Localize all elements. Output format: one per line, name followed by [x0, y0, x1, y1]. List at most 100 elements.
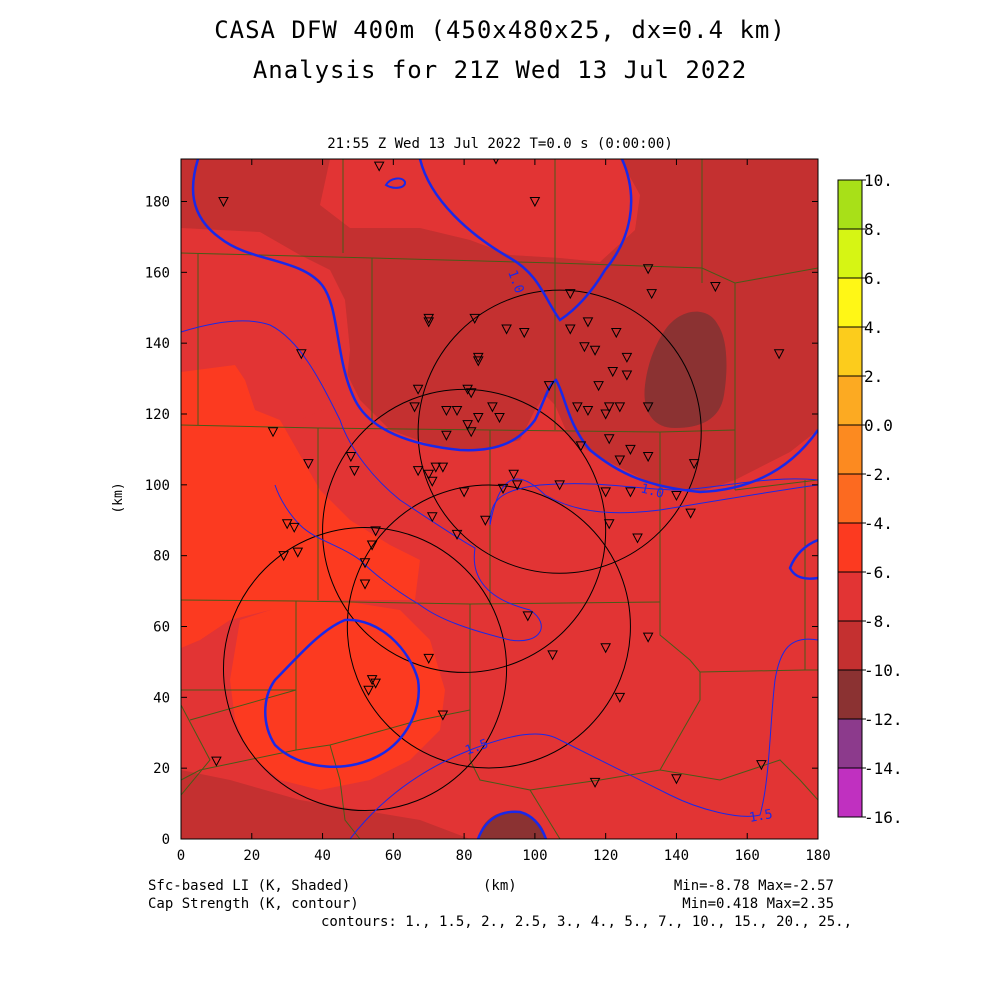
- colorbar-segment: [837, 473, 863, 524]
- footer-shading-label: Sfc-based LI (K, Shaded): [148, 878, 351, 894]
- station-marker: [458, 487, 470, 498]
- colorbar-label: 10.: [864, 171, 893, 190]
- x-axis: 0 20 40 60 80 100 120 140 160 180: [177, 159, 831, 864]
- station-marker: [465, 427, 477, 438]
- x-tick-label: 160: [735, 848, 760, 864]
- station-marker: [614, 402, 626, 413]
- y-tick-label: 0: [162, 832, 170, 848]
- colorbar-label: -14.: [864, 759, 903, 778]
- station-marker: [430, 462, 442, 473]
- contour-1p0-north-upper: [418, 159, 633, 322]
- y-tick-label: 160: [145, 265, 170, 281]
- colorbar-segment: [837, 228, 863, 279]
- station-marker: [589, 777, 601, 788]
- station-marker: [607, 367, 619, 378]
- contour-levels: contours: 1., 1.5, 2., 2.5, 3., 4., 5., …: [320, 914, 852, 930]
- colorbar-segment: [837, 277, 863, 328]
- x-tick-label: 120: [593, 848, 618, 864]
- colorbar-label: -16.: [864, 808, 903, 827]
- station-marker: [522, 611, 534, 622]
- station-marker: [625, 487, 636, 498]
- map-title: CASA DFW 400m (450x480x25, dx=0.4 km): [214, 16, 786, 44]
- station-marker: [564, 324, 576, 335]
- station-markers: [211, 159, 785, 788]
- y-tick-label: 20: [153, 761, 170, 777]
- station-marker: [472, 352, 484, 363]
- station-marker: [423, 469, 435, 480]
- li-shading-region-southwest: [230, 600, 445, 790]
- station-marker: [646, 289, 658, 300]
- station-marker: [494, 413, 505, 424]
- station-marker: [451, 405, 463, 417]
- x-tick-label: 40: [314, 848, 331, 864]
- plot-frame: [180, 158, 819, 840]
- station-marker: [281, 519, 293, 530]
- colorbar: 10. 8. 6. 4. 2. 0.0 -2. -4. -6. -8. -10. -12. -14. -1…: [837, 171, 903, 827]
- contour-1p5-main: [181, 320, 542, 642]
- colorbar-label: -12.: [864, 710, 903, 729]
- y-tick-label: 120: [145, 407, 170, 423]
- colorbar-label: 8.: [864, 220, 883, 239]
- station-marker: [451, 529, 463, 540]
- station-marker: [610, 328, 622, 339]
- x-tick-label: 140: [664, 848, 689, 864]
- contour-1p0-south: [476, 810, 548, 839]
- colorbar-segment: [837, 522, 863, 573]
- colorbar-segment: [837, 326, 863, 377]
- x-tick-label: 80: [456, 848, 473, 864]
- station-marker: [554, 480, 565, 491]
- y-tick-label: 60: [153, 620, 170, 636]
- li-shading-region-north-center: [320, 159, 640, 262]
- station-marker: [437, 462, 449, 473]
- station-marker: [501, 324, 512, 335]
- radar-range-circles: [222, 289, 702, 812]
- colorbar-segment: [837, 571, 863, 622]
- colorbar-segment: [837, 179, 863, 230]
- station-marker: [462, 384, 473, 395]
- station-marker: [412, 384, 424, 395]
- station-marker: [345, 452, 357, 463]
- radar-range-circle: [346, 484, 631, 769]
- li-shading-region-west: [181, 365, 420, 648]
- station-marker: [349, 466, 360, 477]
- station-marker: [547, 650, 558, 661]
- colorbar-label: 2.: [864, 367, 883, 386]
- station-marker: [543, 381, 555, 392]
- colorbar-label: -2.: [864, 465, 893, 484]
- colorbar-label: 6.: [864, 269, 883, 288]
- station-marker: [423, 653, 435, 664]
- station-marker: [423, 313, 435, 324]
- colorbar-segment: [837, 767, 863, 818]
- colorbar-segment: [837, 620, 863, 671]
- station-marker: [582, 317, 594, 328]
- y-tick-label: 100: [145, 478, 170, 494]
- station-marker: [529, 197, 541, 208]
- contour-1p0-east: [788, 538, 818, 580]
- li-shading-region-minimum: [644, 311, 727, 428]
- station-marker: [710, 282, 721, 293]
- y-tick-label: 80: [153, 549, 170, 565]
- contour-1p5-south: [349, 638, 818, 839]
- station-marker: [218, 197, 229, 208]
- station-marker: [632, 533, 643, 544]
- map-subtitle: Analysis for 21Z Wed 13 Jul 2022: [252, 56, 748, 84]
- station-marker: [671, 490, 682, 502]
- station-marker: [671, 774, 682, 785]
- y-tick-label: 140: [145, 336, 170, 352]
- station-marker: [278, 551, 289, 562]
- station-marker: [288, 522, 300, 533]
- station-marker: [423, 317, 435, 328]
- y-axis-label: (km): [111, 482, 126, 513]
- station-marker: [603, 434, 615, 445]
- station-marker: [600, 409, 611, 420]
- station-marker: [480, 515, 491, 526]
- station-marker: [487, 402, 498, 413]
- contour-minmax: Min=0.418 Max=2.35: [682, 896, 834, 912]
- station-marker: [508, 469, 519, 480]
- station-marker: [575, 441, 587, 452]
- station-marker: [589, 345, 601, 356]
- colorbar-segment: [837, 718, 863, 769]
- station-marker: [564, 289, 576, 300]
- y-axis: 0 20 40 60 80 100 120 140 160 180: [145, 195, 818, 848]
